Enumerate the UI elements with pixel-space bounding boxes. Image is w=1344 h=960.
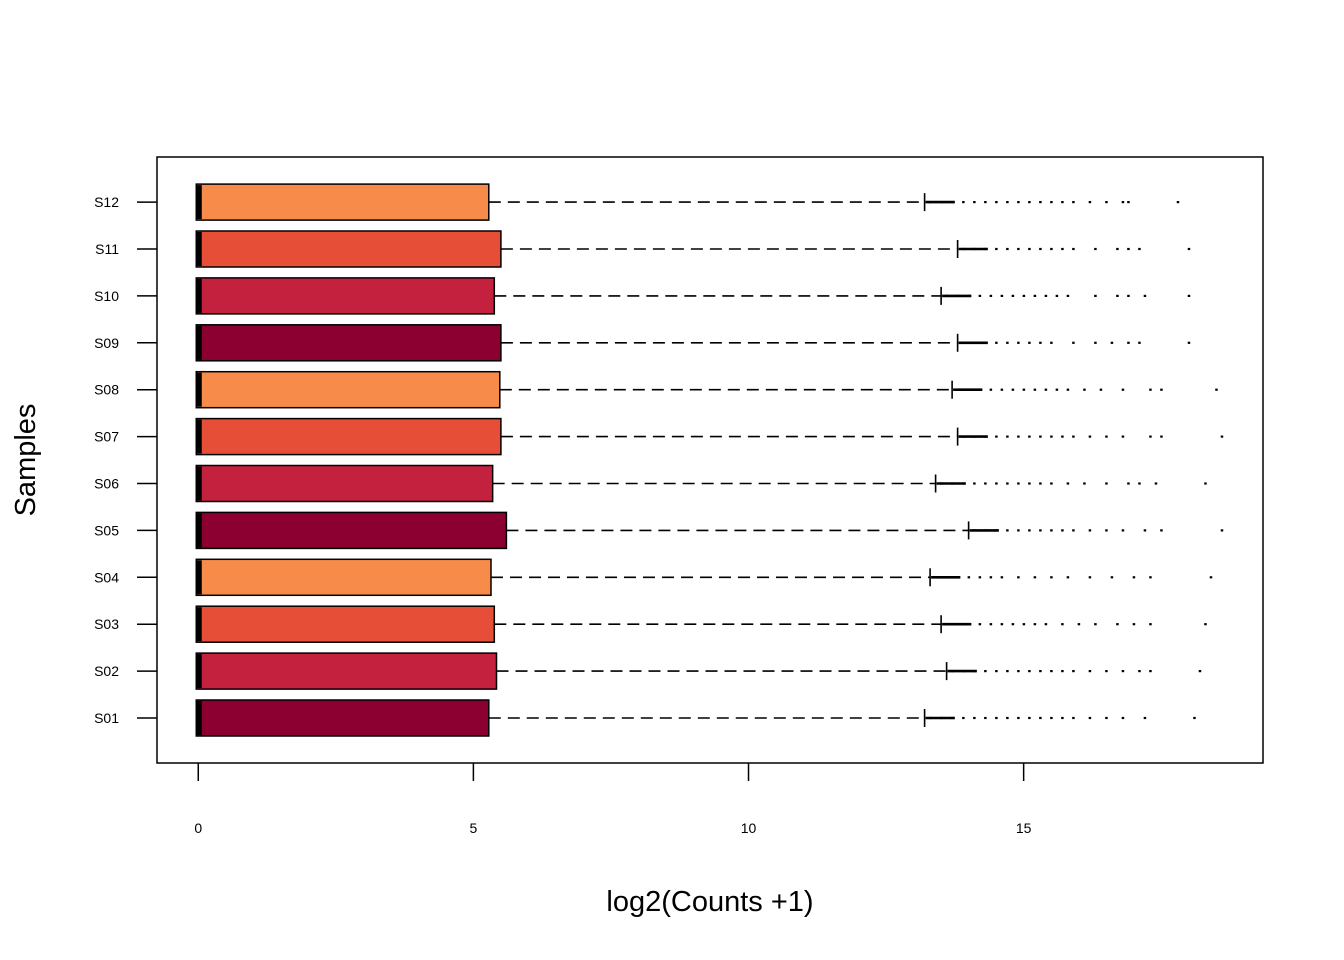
y-tick-label: S12 [94, 194, 119, 210]
box-rect [195, 277, 496, 315]
box-rect [195, 464, 494, 503]
x-axis: 0 5 10 15 [194, 763, 1032, 836]
y-tick-label: S09 [94, 335, 119, 351]
box-rect [195, 511, 508, 550]
box-rect [195, 230, 502, 268]
box-s05 [195, 511, 1224, 550]
box-s11 [195, 230, 1191, 268]
box-rect [195, 324, 502, 362]
x-tick-label: 10 [741, 820, 757, 836]
box-s02 [195, 652, 1202, 690]
box-rect [195, 699, 490, 737]
box-rect [195, 370, 501, 409]
y-tick-label: S11 [95, 241, 119, 257]
y-axis: S01 S02 S03 S04 S05 S06 S07 S08 S09 S10 S11 S12 [94, 194, 157, 726]
box-s09 [195, 324, 1191, 362]
y-tick-label: S04 [94, 569, 119, 585]
box-s01 [195, 699, 1196, 737]
box-s08 [195, 370, 1218, 409]
box-rect [195, 417, 502, 456]
y-tick-label: S05 [94, 522, 119, 538]
box-rect [195, 183, 490, 221]
y-tick-label: S06 [94, 476, 119, 492]
x-axis-title: log2(Counts +1) [606, 886, 813, 918]
x-tick-label: 0 [194, 820, 202, 836]
box-rect [195, 605, 496, 643]
x-tick-label: 15 [1016, 820, 1032, 836]
plot-frame [156, 156, 1264, 764]
box-s06 [195, 464, 1207, 503]
box-rect [195, 652, 498, 690]
y-tick-label: S07 [94, 429, 119, 445]
y-tick-label: S03 [94, 616, 119, 632]
box-rect [195, 558, 492, 597]
x-tick-label: 5 [469, 820, 477, 836]
y-tick-label: S10 [94, 288, 119, 304]
box-s07 [195, 417, 1224, 456]
y-tick-label: S01 [94, 710, 119, 726]
box-s04 [195, 558, 1213, 597]
box-s12 [195, 183, 1180, 221]
box-s03 [195, 605, 1207, 643]
box-s10 [195, 277, 1191, 315]
y-tick-label: S02 [94, 663, 119, 679]
y-axis-title: Samples [10, 404, 42, 517]
y-tick-label: S08 [94, 382, 119, 398]
boxes-layer [195, 183, 1224, 737]
